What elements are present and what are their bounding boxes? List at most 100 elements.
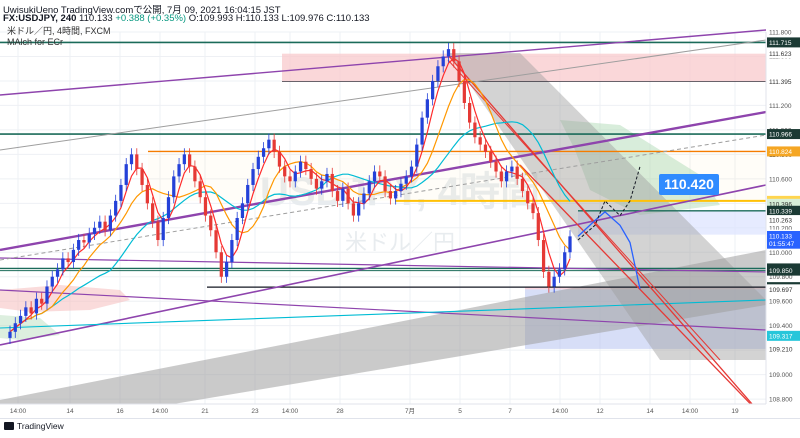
candle-body: [288, 176, 292, 182]
candle-body: [230, 240, 234, 263]
ohlc-values: O:109.993 H:110.133 L:109.976 C:110.133: [188, 13, 370, 24]
price-tick: 109.600: [769, 299, 793, 306]
price-tick: 109.400: [769, 323, 793, 330]
footer-bar: TradingView: [0, 418, 800, 434]
price-label-bg: [767, 76, 800, 87]
candle-body: [388, 191, 392, 199]
candle-body: [272, 139, 276, 152]
candle-body: [457, 61, 461, 81]
price-label: 111.623: [769, 51, 792, 58]
candle-body: [378, 171, 382, 177]
grey-channel-up: [0, 250, 766, 433]
candle-body: [82, 240, 86, 243]
candle-body: [298, 161, 303, 172]
candle-body: [341, 188, 345, 201]
price-label-bg: [767, 129, 800, 140]
candle-body: [489, 151, 493, 162]
candle-body: [563, 252, 567, 270]
candle-body: [468, 102, 472, 123]
candle-body: [267, 139, 271, 149]
time-tick: 14:00: [282, 408, 299, 415]
time-tick: 21: [201, 408, 209, 415]
candle-body: [277, 151, 282, 167]
candle-body: [520, 178, 525, 192]
candle-body: [494, 161, 498, 172]
candle-body: [40, 298, 44, 304]
candle-body: [383, 176, 387, 192]
candle-body: [367, 181, 371, 194]
range-zone: [578, 210, 766, 235]
candle-body: [235, 218, 239, 241]
time-tick: 16: [116, 408, 124, 415]
symbol-name: FX:USDJPY, 240: [3, 13, 77, 24]
candle-body: [357, 203, 361, 216]
purple-trend-main: [0, 110, 767, 252]
candle-body: [246, 184, 250, 204]
candle-body: [193, 166, 197, 182]
candle-body: [188, 154, 192, 167]
price-label: 109.317: [769, 333, 793, 340]
candle-body: [77, 240, 81, 250]
candle-body: [219, 252, 223, 277]
price-tick: 109.800: [769, 274, 793, 281]
candle-body: [394, 191, 398, 199]
time-tick: 14:00: [552, 408, 569, 415]
price-label: 109.210: [769, 346, 793, 353]
candle-body: [557, 269, 562, 277]
price-tick: 110.000: [769, 250, 792, 257]
price-label-bg: [767, 343, 800, 354]
symbol-line: FX:USDJPY, 240 110.133 +0.388 (+0.35%) O…: [3, 13, 370, 24]
candle-body: [98, 221, 102, 228]
symbol-subtitle: 米ドル／円, 4時間, FXCM: [7, 26, 111, 36]
candle-body: [34, 298, 39, 314]
ma-slow: [9, 121, 571, 333]
time-tick: 28: [336, 408, 344, 415]
candle-body: [161, 218, 165, 241]
candle-body: [198, 181, 202, 198]
candle-body: [151, 203, 155, 222]
candle-body: [224, 262, 229, 277]
candle-body: [29, 307, 33, 314]
candle-body: [415, 144, 419, 167]
candle-body: [129, 154, 134, 165]
time-tick: 14:00: [10, 408, 27, 415]
candle-body: [119, 184, 123, 201]
time-tick: 14:00: [152, 408, 169, 415]
price-label: 110.824: [769, 149, 792, 156]
candle-body: [409, 166, 414, 177]
watermark-name: 米ドル／円: [345, 230, 455, 255]
price-label-bg: [767, 284, 800, 295]
candle-body: [61, 258, 65, 270]
time-tick: 23: [251, 408, 259, 415]
price-callout[interactable]: 110.420: [659, 174, 719, 195]
candle-body: [483, 144, 488, 152]
time-tick: 19: [731, 408, 739, 415]
candle-body: [504, 171, 509, 182]
candle-body: [446, 49, 451, 57]
candle-body: [203, 197, 208, 216]
candle-body: [436, 66, 440, 81]
price-tick: 109.000: [769, 372, 793, 379]
purple-decline: [0, 289, 767, 331]
candle-body: [209, 215, 213, 231]
candle-body: [8, 331, 12, 338]
price-label: 109.697: [769, 287, 793, 294]
candle-body: [452, 49, 456, 62]
time-axis-bg: [0, 404, 766, 418]
cyan-line: [0, 299, 767, 329]
candle-body: [108, 215, 112, 231]
candle-body: [283, 166, 287, 177]
time-tick: 7: [508, 408, 512, 415]
candle-body: [182, 154, 186, 165]
candle-body: [50, 276, 54, 287]
candle-body: [351, 203, 356, 216]
price-label: 110.263: [769, 218, 792, 225]
grey-dashed-trend: [0, 134, 767, 261]
candle-body: [547, 271, 551, 287]
price-label: 110.339: [769, 208, 792, 215]
indicator-label: MAlch for ECr: [7, 37, 64, 47]
candle-body: [156, 221, 160, 241]
forecast-path: [577, 211, 641, 290]
